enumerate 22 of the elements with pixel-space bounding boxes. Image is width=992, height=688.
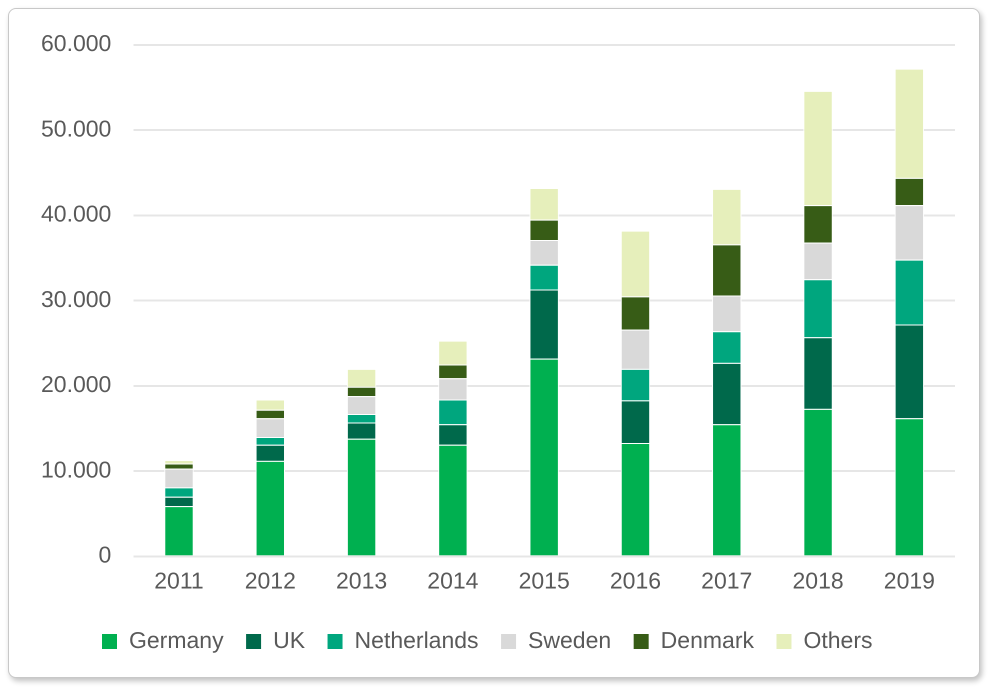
y-tick-label: 0 xyxy=(98,542,112,568)
x-tick-label: 2014 xyxy=(427,568,479,594)
x-tick-label: 2019 xyxy=(884,568,935,594)
x-tick-label: 2018 xyxy=(792,568,844,594)
x-tick-label: 2016 xyxy=(610,568,662,594)
legend-label: Sweden xyxy=(528,626,612,653)
legend-label: Netherlands xyxy=(354,626,479,653)
x-tick-label: 2017 xyxy=(701,568,752,594)
y-tick-label: 30.000 xyxy=(40,286,112,312)
legend-label: Denmark xyxy=(660,626,754,653)
x-tick-label: 2015 xyxy=(518,568,570,594)
y-tick-label: 20.000 xyxy=(40,371,112,398)
y-tick-label: 50.000 xyxy=(40,115,112,142)
y-tick-label: 60.000 xyxy=(40,30,112,56)
x-tick-label: 2011 xyxy=(154,568,204,594)
y-tick-label: 40.000 xyxy=(40,200,112,227)
legend-label: Germany xyxy=(129,626,224,653)
legend-label: Others xyxy=(803,626,873,653)
legend-label: UK xyxy=(273,626,306,653)
x-tick-label: 2013 xyxy=(336,568,388,594)
x-tick-label: 2012 xyxy=(244,568,296,594)
y-tick-label: 10.000 xyxy=(40,456,112,482)
